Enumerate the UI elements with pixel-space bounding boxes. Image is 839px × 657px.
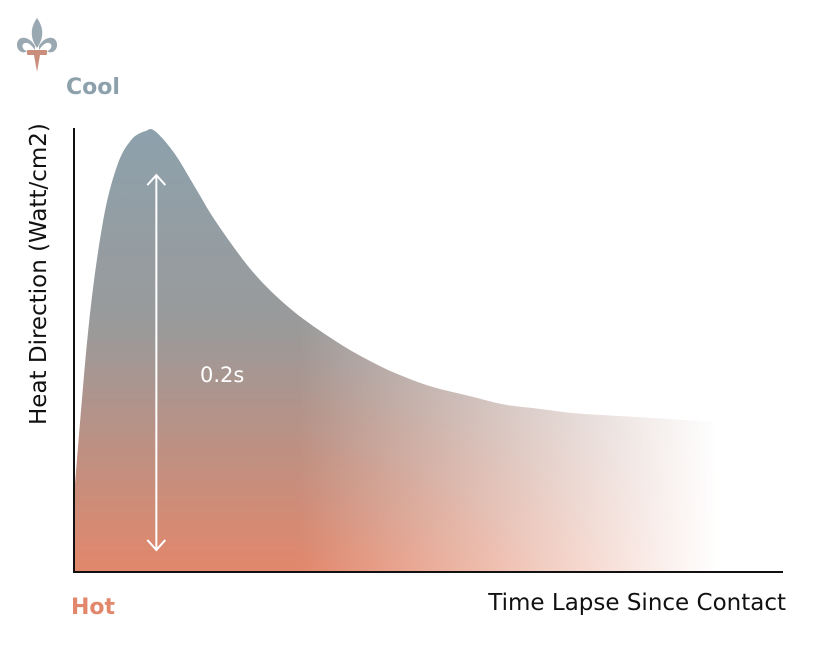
cool-label: Cool <box>66 75 120 100</box>
x-axis-title: Time Lapse Since Contact <box>487 590 786 616</box>
heat-curve-area <box>74 128 719 572</box>
y-axis-title: Heat Direction (Watt/cm2) <box>26 123 52 425</box>
duration-arrow <box>146 173 167 552</box>
fleur-de-lis-icon <box>16 18 58 72</box>
hot-label: Hot <box>71 595 116 620</box>
duration-label: 0.2s <box>200 363 244 387</box>
